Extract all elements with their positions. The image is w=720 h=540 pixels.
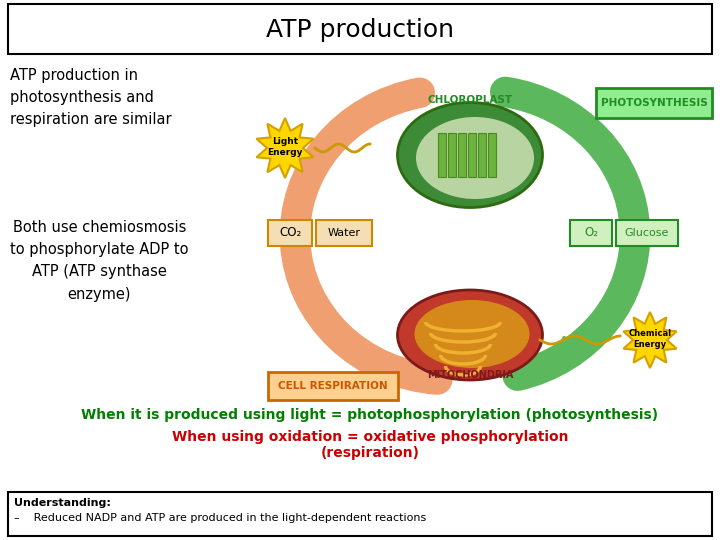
Text: O₂: O₂ — [584, 226, 598, 240]
Text: CHLOROPLAST: CHLOROPLAST — [428, 95, 513, 105]
FancyBboxPatch shape — [268, 220, 312, 246]
Text: PHOTOSYNTHESIS: PHOTOSYNTHESIS — [600, 98, 707, 108]
Text: –    Reduced NADP and ATP are produced in the light-dependent reactions: – Reduced NADP and ATP are produced in t… — [14, 513, 426, 523]
Bar — [458, 133, 466, 177]
Text: Water: Water — [328, 228, 361, 238]
Text: Both use chemiosmosis
to phosphorylate ADP to
ATP (ATP synthase
enzyme): Both use chemiosmosis to phosphorylate A… — [10, 220, 189, 302]
Text: CELL RESPIRATION: CELL RESPIRATION — [278, 381, 388, 391]
Text: ATP production: ATP production — [266, 18, 454, 42]
FancyBboxPatch shape — [570, 220, 612, 246]
Bar — [478, 133, 486, 177]
Polygon shape — [256, 118, 313, 178]
Bar — [468, 133, 476, 177]
FancyBboxPatch shape — [616, 220, 678, 246]
Bar — [8, 4, 712, 54]
Text: ATP production in
photosynthesis and
respiration are similar: ATP production in photosynthesis and res… — [10, 68, 171, 127]
Bar — [488, 133, 496, 177]
Polygon shape — [624, 312, 677, 368]
Text: Chemical
Energy: Chemical Energy — [629, 329, 672, 349]
Text: When it is produced using light = photophosphorylation (photosynthesis): When it is produced using light = photop… — [81, 408, 659, 422]
Ellipse shape — [397, 103, 542, 207]
Text: CO₂: CO₂ — [279, 226, 301, 240]
Text: When using oxidation = oxidative phosphorylation
(respiration): When using oxidation = oxidative phospho… — [172, 430, 568, 460]
Text: Understanding:: Understanding: — [14, 498, 111, 508]
Bar — [438, 133, 446, 177]
Ellipse shape — [397, 290, 542, 380]
FancyBboxPatch shape — [268, 372, 398, 400]
FancyBboxPatch shape — [316, 220, 372, 246]
Text: Glucose: Glucose — [625, 228, 669, 238]
Text: Light
Energy: Light Energy — [267, 137, 302, 157]
Ellipse shape — [415, 300, 529, 368]
FancyBboxPatch shape — [596, 88, 712, 118]
Text: MITOCHONDRIA: MITOCHONDRIA — [427, 370, 513, 380]
Bar — [448, 133, 456, 177]
Ellipse shape — [416, 117, 534, 199]
Bar — [8, 492, 712, 536]
